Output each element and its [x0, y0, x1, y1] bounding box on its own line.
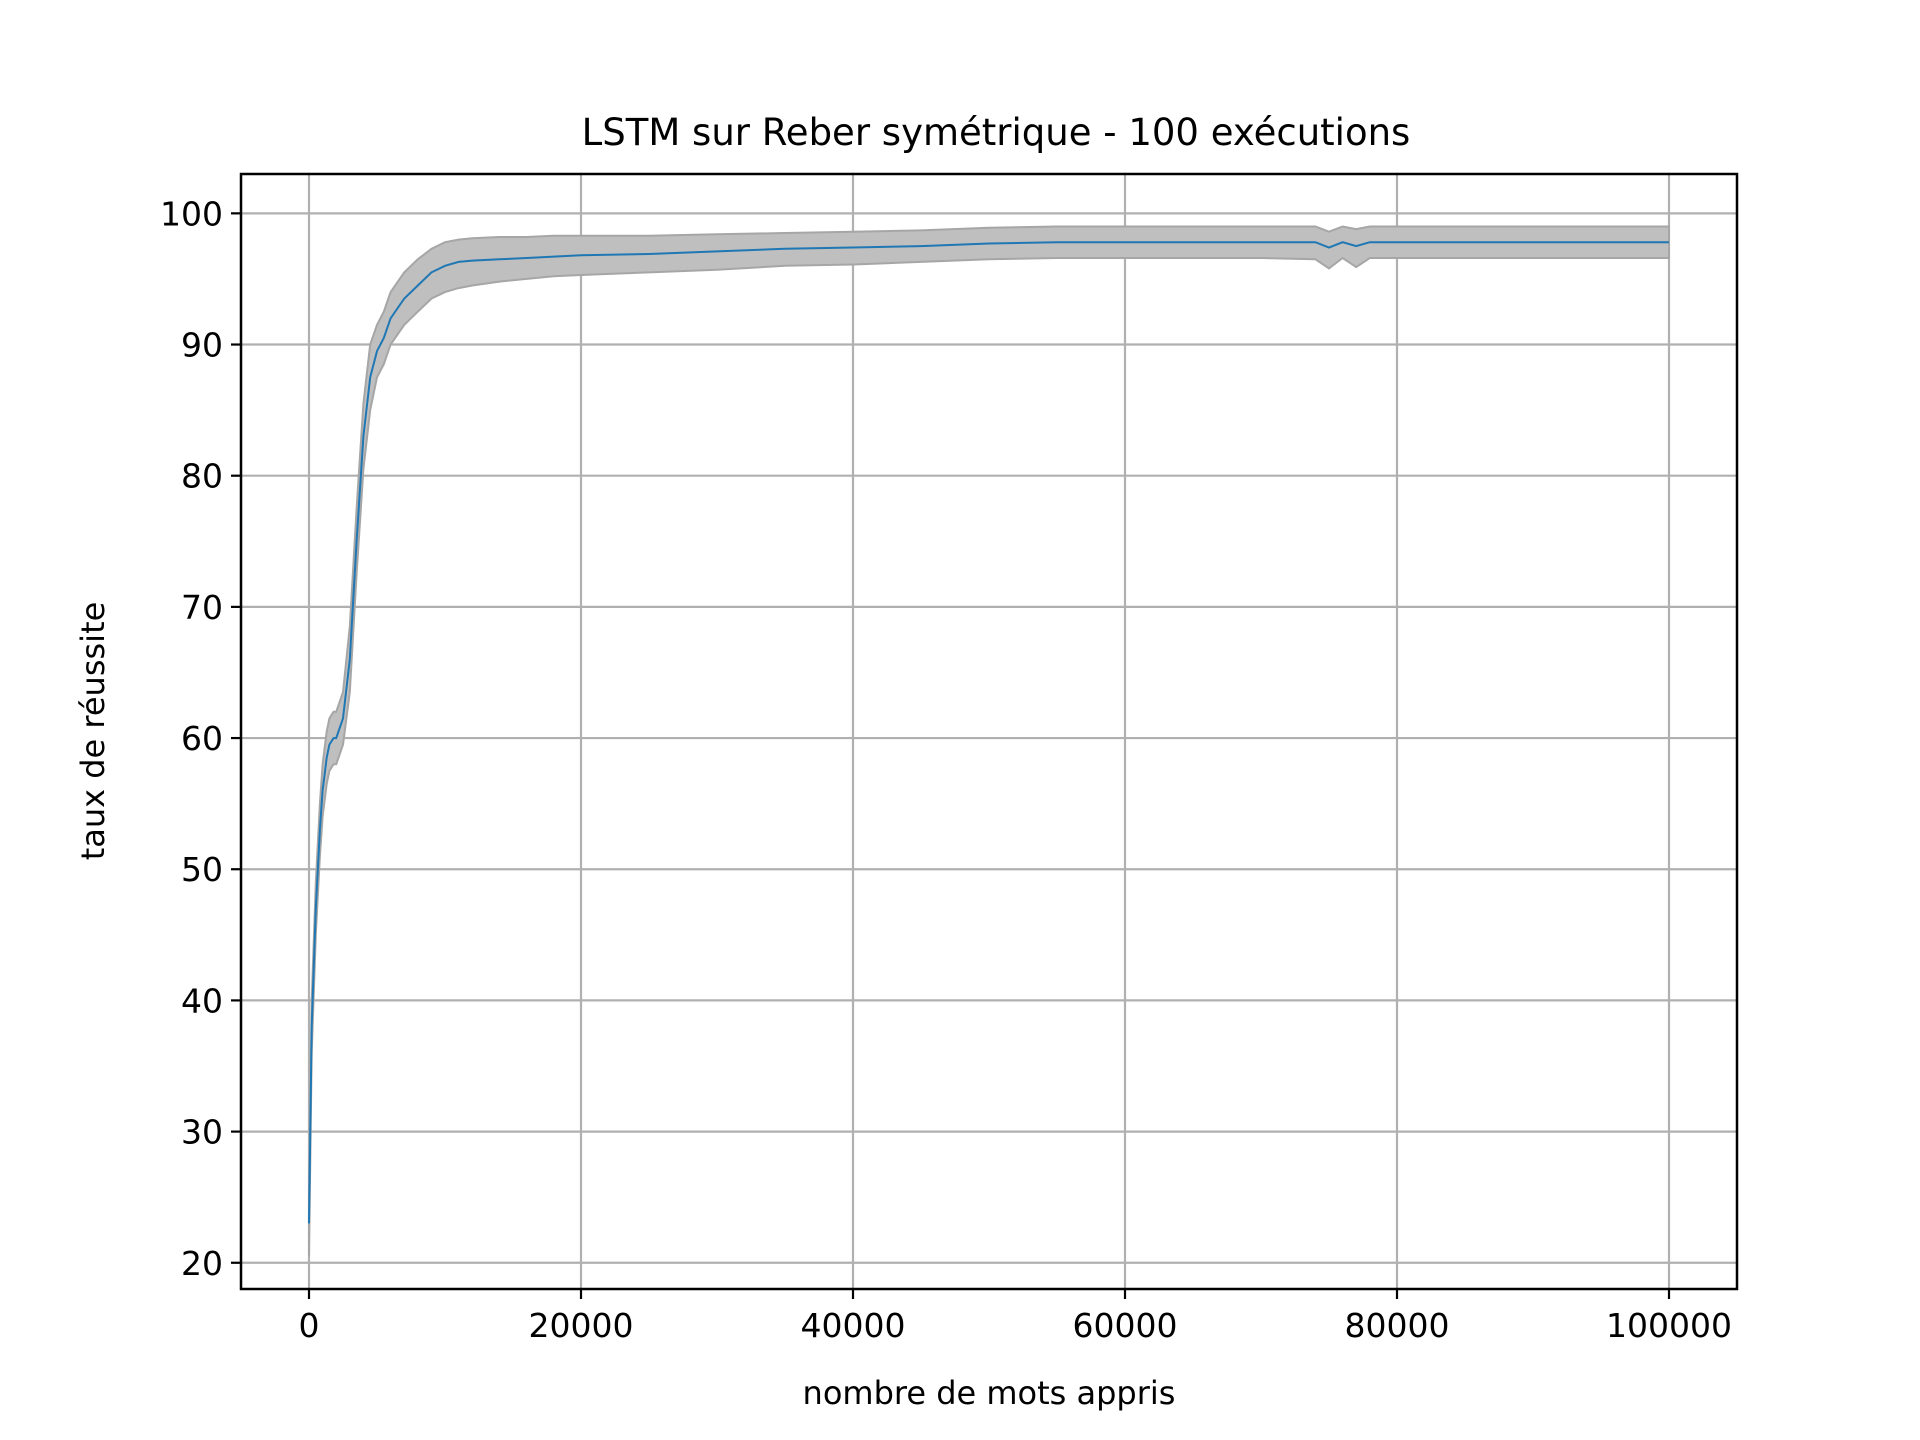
y-axis: 20 30 40 50 60 70 80 90 100 [160, 194, 241, 1283]
y-tick-label: 100 [160, 194, 223, 233]
x-tick-label: 60000 [1073, 1306, 1178, 1345]
x-tick-label: 100000 [1606, 1306, 1732, 1345]
confidence-band [308, 225, 1670, 1257]
y-tick-label: 40 [181, 981, 223, 1020]
y-tick-label: 50 [181, 850, 223, 889]
mean-line [308, 241, 1669, 1224]
std-band-area [308, 225, 1670, 1257]
x-tick-label: 80000 [1345, 1306, 1450, 1345]
x-tick-label: 20000 [529, 1306, 634, 1345]
y-tick-label: 90 [181, 326, 223, 365]
x-axis-label: nombre de mots appris [803, 1374, 1176, 1412]
y-axis-label: taux de réussite [74, 602, 112, 861]
grid [241, 174, 1737, 1289]
chart-title: LSTM sur Reber symétrique - 100 exécutio… [582, 111, 1411, 154]
x-tick-label: 40000 [801, 1306, 906, 1345]
y-tick-label: 80 [181, 457, 223, 496]
plot-frame [239, 172, 1739, 1291]
x-axis: 0 20000 40000 60000 80000 100000 [299, 1289, 1732, 1345]
y-tick-label: 60 [181, 719, 223, 758]
y-tick-label: 20 [181, 1244, 223, 1283]
x-tick-label: 0 [299, 1306, 320, 1345]
y-tick-label: 70 [181, 588, 223, 627]
y-tick-label: 30 [181, 1113, 223, 1152]
series-line [308, 241, 1669, 1224]
